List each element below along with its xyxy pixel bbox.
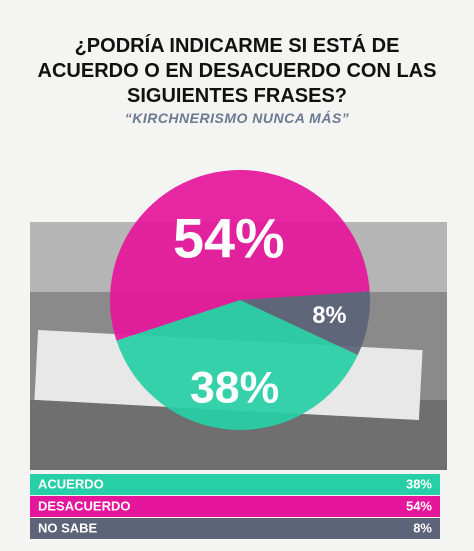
slice-label: 8% bbox=[312, 303, 346, 329]
chart-subtitle: “KIRCHNERISMO NUNCA MÁS” bbox=[124, 110, 350, 126]
legend-row bbox=[30, 518, 440, 539]
legend-value: 8% bbox=[413, 520, 432, 535]
legend-label: ACUERDO bbox=[38, 476, 104, 491]
pie-slice bbox=[110, 170, 370, 341]
pie: 38% 54% 8% bbox=[110, 170, 371, 430]
legend-row bbox=[30, 474, 440, 495]
legend-label: DESACUERDO bbox=[38, 498, 130, 513]
chart-title: ¿PODRÍA INDICARME SI ESTÁ DE ACUERDO O E… bbox=[37, 35, 437, 107]
slice-label: 54% bbox=[173, 206, 285, 269]
legend-label: NO SABE bbox=[38, 520, 98, 535]
pie-slice bbox=[240, 291, 371, 355]
legend-value: 54% bbox=[406, 498, 432, 513]
pie-slice bbox=[116, 300, 358, 430]
legend-row bbox=[30, 496, 440, 517]
slice-label: 38% bbox=[190, 364, 279, 413]
legend: ACUERDO 38% DESACUERDO 54% NO SABE 8% bbox=[30, 474, 440, 539]
legend-value: 38% bbox=[406, 476, 432, 491]
